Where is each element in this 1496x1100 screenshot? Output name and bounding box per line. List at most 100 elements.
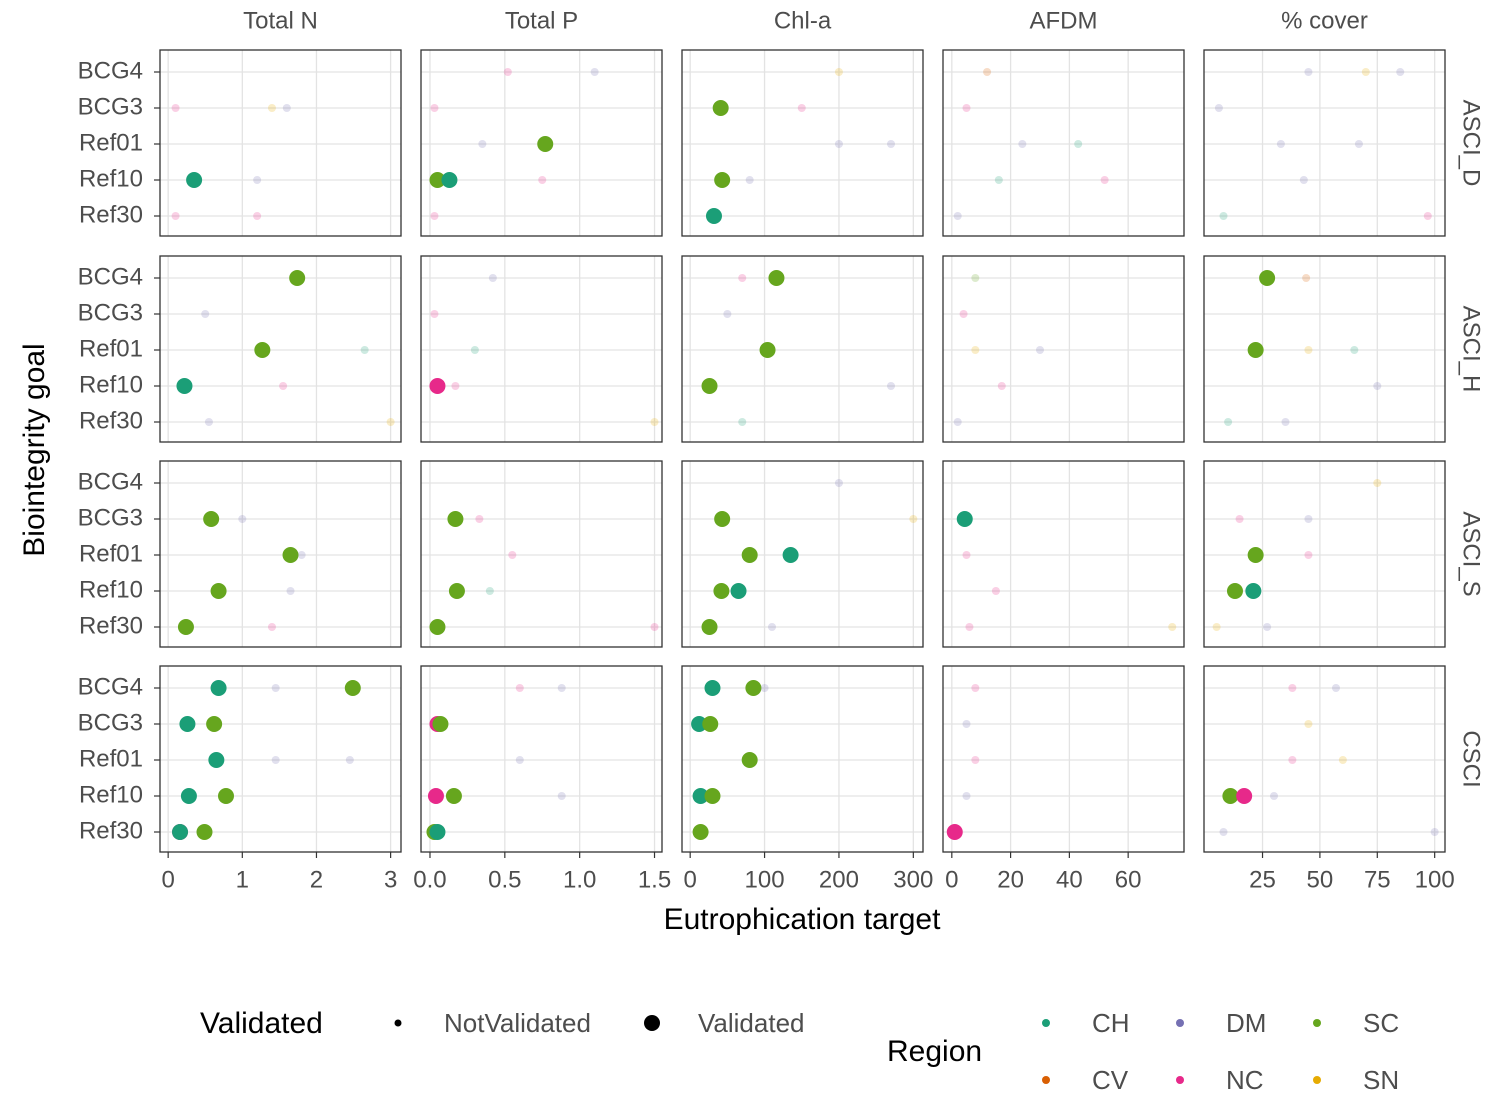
point	[485, 587, 494, 595]
point	[797, 104, 806, 112]
y-tick-label: BCG4	[78, 673, 143, 700]
validated-point	[741, 752, 758, 768]
validated-point	[537, 136, 554, 152]
point	[962, 104, 971, 112]
point	[962, 792, 971, 800]
validated-point	[448, 583, 465, 599]
validated-point	[691, 716, 708, 732]
validated-point	[714, 172, 731, 188]
x-tick-label: 1	[236, 866, 249, 893]
x-tick-label: 0	[945, 866, 958, 893]
x-tick-label: 100	[745, 866, 785, 893]
point	[1270, 792, 1279, 800]
validated-point	[730, 583, 747, 599]
point	[271, 756, 280, 764]
point	[1430, 828, 1439, 836]
legend-label: CH	[1092, 1008, 1130, 1038]
panel-background	[1204, 256, 1445, 442]
facet-column-label: AFDM	[1030, 7, 1098, 34]
panel-background	[943, 256, 1184, 442]
point	[1100, 176, 1109, 184]
legend-key	[1042, 1019, 1050, 1027]
y-tick-label: Ref10	[79, 165, 143, 192]
validated-point	[692, 788, 709, 804]
point	[1338, 756, 1347, 764]
validated-point	[956, 511, 973, 527]
validated-point	[254, 342, 271, 358]
legend-key	[1313, 1076, 1321, 1084]
validated-point	[217, 788, 234, 804]
validated-point	[704, 788, 721, 804]
panel-background	[943, 666, 1184, 852]
panel-border	[1203, 460, 1446, 648]
point	[238, 515, 247, 523]
x-tick-label: 2	[310, 866, 323, 893]
point	[297, 551, 306, 559]
panel-border	[942, 255, 1185, 443]
validated-point	[1247, 547, 1264, 563]
point	[1035, 346, 1044, 354]
validated-point	[210, 680, 227, 696]
validated-point	[701, 619, 718, 635]
validated-point	[759, 342, 776, 358]
point	[1373, 382, 1382, 390]
point	[983, 68, 992, 76]
validated-point	[289, 270, 306, 286]
point	[962, 551, 971, 559]
point	[1302, 274, 1311, 282]
point	[171, 104, 180, 112]
y-tick-label: Ref30	[79, 817, 143, 844]
point	[430, 212, 439, 220]
point	[1331, 684, 1340, 692]
y-tick-label: Ref10	[79, 576, 143, 603]
point	[503, 68, 512, 76]
validated-point	[429, 172, 446, 188]
validated-point	[432, 716, 449, 732]
validated-point	[179, 716, 196, 732]
y-tick-label: Ref30	[79, 407, 143, 434]
validated-point	[1245, 583, 1262, 599]
validated-point	[441, 172, 458, 188]
panel-background	[160, 50, 401, 236]
point	[834, 68, 843, 76]
point	[991, 587, 1000, 595]
legend-key	[644, 1015, 660, 1031]
point	[738, 418, 747, 426]
x-tick-label: 300	[893, 866, 933, 893]
validated-point	[705, 208, 722, 224]
point	[971, 346, 980, 354]
panel-border	[681, 49, 924, 237]
panel-border	[159, 460, 402, 648]
point	[538, 176, 547, 184]
point	[768, 623, 777, 631]
point	[515, 684, 524, 692]
point	[488, 274, 497, 282]
panel-border	[942, 665, 1185, 853]
validated-point	[447, 511, 464, 527]
point	[345, 756, 354, 764]
validated-point	[701, 378, 718, 394]
point	[760, 684, 769, 692]
validated-point	[702, 716, 719, 732]
point	[1074, 140, 1083, 148]
point	[470, 346, 479, 354]
panel-background	[682, 50, 923, 236]
point	[515, 756, 524, 764]
point	[994, 176, 1003, 184]
panel-border	[420, 460, 663, 648]
validated-point	[186, 172, 203, 188]
panel-border	[159, 255, 402, 443]
validated-point	[741, 547, 758, 563]
point	[834, 479, 843, 487]
point	[1361, 68, 1370, 76]
panel-border	[942, 460, 1185, 648]
panel-background	[160, 461, 401, 647]
validated-point	[427, 788, 444, 804]
point	[745, 176, 754, 184]
point	[204, 418, 213, 426]
panel-background	[1204, 666, 1445, 852]
panel-border	[420, 49, 663, 237]
validated-point	[1226, 583, 1243, 599]
point	[1263, 623, 1272, 631]
point	[508, 551, 517, 559]
